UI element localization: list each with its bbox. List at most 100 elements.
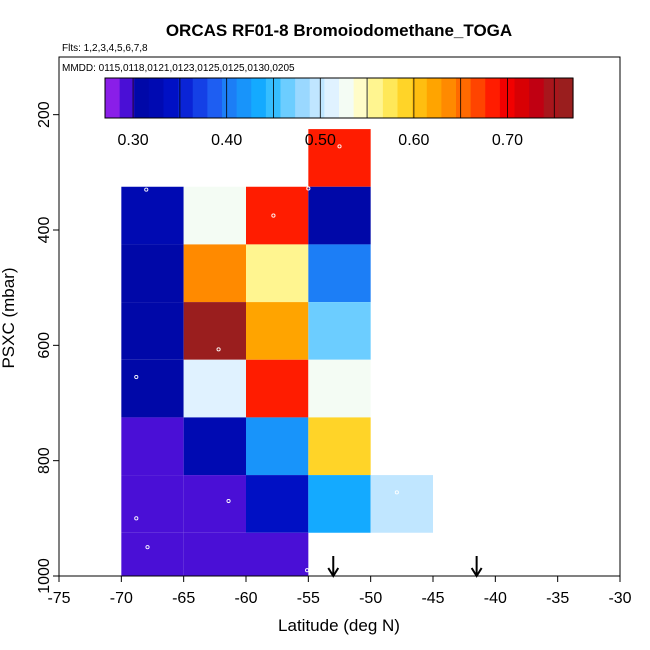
colorbar-tick-label: 0.70: [492, 132, 523, 149]
x-tick-label: -35: [546, 590, 569, 607]
heatmap-cell: [183, 186, 246, 245]
colorbar-swatch: [339, 78, 355, 118]
colorbar-swatch: [119, 78, 135, 118]
x-tick-label: -60: [234, 590, 257, 607]
colorbar-tick-label: 0.60: [398, 132, 429, 149]
y-axis: 200 400 600 800 1000: [36, 101, 59, 594]
x-axis-label: Latitude (deg N): [278, 616, 400, 635]
colorbar-swatch: [543, 78, 559, 118]
heatmap-cell: [246, 475, 309, 533]
heatmap-cell: [183, 532, 246, 576]
colorbar-swatch: [470, 78, 486, 118]
colorbar-tick-label: 0.30: [118, 132, 149, 149]
sample-point: [216, 347, 221, 352]
colorbar-swatch: [222, 78, 238, 118]
colorbar-swatch: [251, 78, 267, 118]
colorbar-swatch: [148, 78, 165, 118]
colorbar-swatch: [207, 78, 223, 118]
x-tick-label: -75: [47, 590, 70, 607]
heatmap-cell: [308, 475, 371, 533]
plot-frame: [58, 56, 621, 577]
colorbar-tick-label: 0.40: [211, 132, 242, 149]
y-tick-label: 800: [36, 447, 53, 474]
heatmap-cell: [121, 532, 184, 576]
colorbar-swatch: [397, 78, 413, 118]
colorbar-swatch: [456, 78, 472, 118]
sample-point: [145, 545, 150, 550]
sample-point: [134, 516, 139, 521]
heatmap-cell: [308, 417, 371, 476]
sample-point: [306, 186, 311, 191]
heatmap-cells: [121, 129, 433, 576]
heatmap-cell: [308, 186, 371, 245]
x-tick-label: -50: [359, 590, 382, 607]
colorbar-swatch: [178, 78, 194, 118]
sample-point: [305, 568, 310, 573]
sample-point: [144, 187, 149, 192]
x-tick-label: -70: [110, 590, 133, 607]
heatmap-cell: [246, 244, 309, 303]
heatmap-cell: [183, 302, 246, 360]
heatmap-cell: [308, 129, 371, 187]
x-axis: -75 -70 -65 -60 -55 -50 -45 -40 -35 -30: [47, 576, 632, 607]
colorbar-swatch: [353, 78, 369, 118]
heatmap-cell: [121, 359, 184, 418]
sample-point: [394, 490, 399, 495]
x-tick-label: -55: [297, 590, 320, 607]
dates-label: MMDD: 0115,0118,0121,0123,0125,0125,0130…: [62, 63, 295, 74]
heatmap-cell: [246, 186, 309, 245]
colorbar-swatch: [412, 78, 428, 118]
colorbar-swatch: [558, 78, 574, 118]
colorbar-swatch: [485, 78, 501, 118]
heatmap-cell: [246, 532, 309, 576]
colorbar-swatch: [236, 78, 252, 118]
colorbar-swatch: [192, 78, 208, 118]
heatmap-cell: [308, 244, 371, 303]
colorbar-swatch: [514, 78, 530, 118]
colorbar-swatch: [426, 78, 442, 118]
colorbar-frame: [104, 77, 574, 119]
colorbar-swatch: [280, 78, 296, 118]
chart-title: ORCAS RF01-8 Bromoiodomethane_TOGA: [166, 21, 512, 40]
x-tick-label: -45: [421, 590, 444, 607]
x-tick-label: -30: [608, 590, 631, 607]
flights-label: Flts: 1,2,3,4,5,6,7,8: [62, 43, 148, 54]
y-tick-label: 200: [36, 101, 53, 128]
heatmap-cell: [183, 244, 246, 303]
sample-point: [271, 213, 276, 218]
colorbar-swatch: [368, 78, 384, 118]
sample-point: [226, 498, 231, 504]
y-tick-label: 1000: [36, 558, 53, 594]
sample-point: [134, 374, 139, 380]
colorbar-tick-label: 0.50: [305, 132, 336, 149]
colorbar-swatch: [163, 78, 179, 118]
colorbar-swatch: [295, 78, 311, 118]
heatmap-cell: [121, 186, 184, 245]
colorbar-swatch: [309, 78, 325, 118]
heatmap-cell: [121, 302, 184, 360]
heatmap-cell: [183, 475, 246, 533]
heatmap-cell: [121, 475, 184, 533]
colorbar-swatch: [382, 78, 399, 118]
heatmap-cell: [246, 359, 309, 418]
x-tick-label: -40: [484, 590, 507, 607]
heatmap-cell: [308, 359, 371, 418]
colorbar-swatch: [105, 78, 121, 118]
heatmap-cell: [370, 475, 433, 533]
y-tick-label: 600: [36, 332, 53, 359]
heatmap-cell: [246, 302, 309, 360]
heatmap-cell: [246, 417, 309, 476]
y-axis-label: PSXC (mbar): [0, 267, 18, 368]
colorbar: 0.30 0.40 0.50 0.60 0.70: [104, 77, 574, 149]
colorbar-swatch: [441, 78, 457, 118]
colorbar-swatch: [324, 78, 340, 118]
sample-point: [337, 144, 342, 149]
heatmap-cell: [121, 244, 184, 303]
sample-points: [134, 144, 399, 573]
y-tick-label: 400: [36, 217, 53, 244]
colorbar-swatch: [134, 78, 150, 118]
heatmap-cell: [183, 417, 246, 476]
x-tick-label: -65: [172, 590, 195, 607]
heatmap-cell: [121, 417, 184, 476]
